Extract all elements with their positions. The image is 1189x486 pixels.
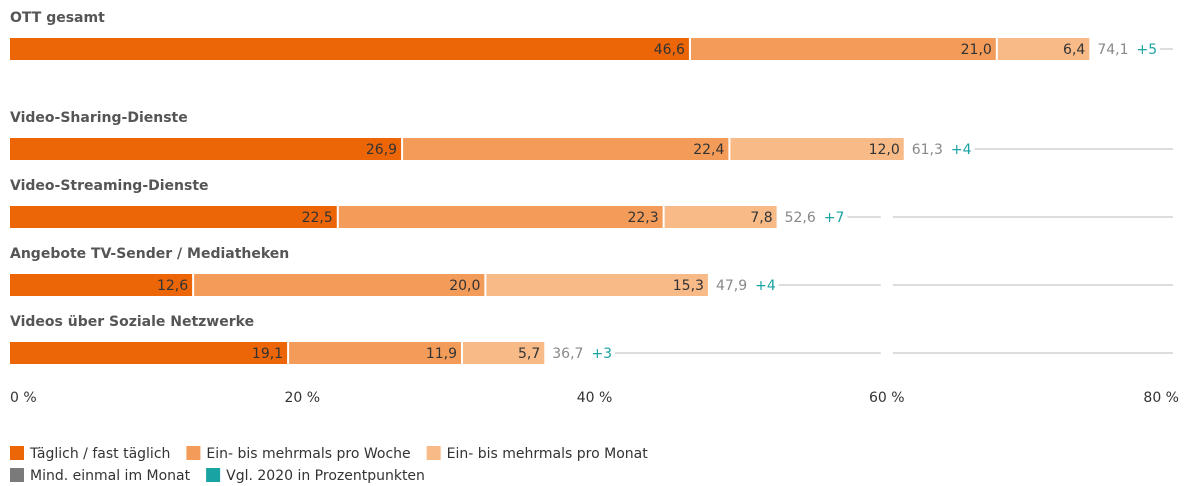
legend-swatch bbox=[206, 468, 221, 482]
bar-segment bbox=[462, 342, 545, 364]
value-label: 12,6 bbox=[157, 278, 188, 294]
bar-segment bbox=[289, 342, 461, 364]
total-label: 61,3 bbox=[912, 142, 943, 158]
value-label: 12,0 bbox=[869, 142, 900, 158]
value-label: 5,7 bbox=[518, 346, 540, 362]
bar-segment bbox=[10, 138, 402, 160]
category-label: Video-Sharing-Dienste bbox=[10, 110, 188, 126]
value-label: 21,0 bbox=[961, 42, 992, 58]
bar-segment bbox=[194, 274, 485, 296]
total-label: 47,9 bbox=[716, 278, 747, 294]
change-label: +4 bbox=[755, 278, 776, 294]
category-label: Angebote TV-Sender / Mediatheken bbox=[10, 246, 289, 262]
bar-segment bbox=[664, 206, 777, 228]
legend-label: Ein- bis mehrmals pro Woche bbox=[206, 446, 410, 462]
legend-swatch bbox=[186, 446, 201, 460]
bar-segment bbox=[486, 274, 708, 296]
change-label: +4 bbox=[951, 142, 972, 158]
total-label: 36,7 bbox=[552, 346, 583, 362]
legend-label: Täglich / fast täglich bbox=[29, 446, 170, 462]
change-label: +7 bbox=[824, 210, 845, 226]
value-label: 22,4 bbox=[693, 142, 724, 158]
bar-segment bbox=[403, 138, 729, 160]
bar-segment bbox=[10, 38, 689, 60]
value-label: 7,8 bbox=[750, 210, 772, 226]
bar-segment bbox=[10, 274, 193, 296]
legend-label: Mind. einmal im Monat bbox=[30, 468, 191, 484]
bar-segment bbox=[730, 138, 904, 160]
value-label: 26,9 bbox=[366, 142, 397, 158]
category-label: OTT gesamt bbox=[10, 10, 105, 26]
category-label: Videos über Soziale Netzwerke bbox=[10, 314, 254, 330]
x-tick-label: 40 % bbox=[577, 390, 613, 406]
bar-segment bbox=[10, 206, 337, 228]
bar-segment bbox=[997, 38, 1090, 60]
legend-swatch bbox=[10, 468, 24, 482]
x-tick-label: 80 % bbox=[1143, 390, 1179, 406]
value-label: 20,0 bbox=[449, 278, 480, 294]
legend-label: Ein- bis mehrmals pro Monat bbox=[447, 446, 649, 462]
bar-segment bbox=[338, 206, 663, 228]
x-tick-label: 20 % bbox=[284, 390, 320, 406]
value-label: 6,4 bbox=[1063, 42, 1085, 58]
x-tick-label: 0 % bbox=[10, 390, 37, 406]
change-label: +3 bbox=[591, 346, 612, 362]
bar-segment bbox=[690, 38, 996, 60]
x-tick-label: 60 % bbox=[869, 390, 905, 406]
legend-swatch bbox=[10, 446, 24, 460]
value-label: 19,1 bbox=[252, 346, 283, 362]
value-label: 22,5 bbox=[302, 210, 333, 226]
value-label: 15,3 bbox=[673, 278, 704, 294]
value-label: 46,6 bbox=[654, 42, 685, 58]
value-label: 22,3 bbox=[627, 210, 658, 226]
bar-segment bbox=[10, 342, 288, 364]
total-label: 74,1 bbox=[1097, 42, 1128, 58]
total-label: 52,6 bbox=[785, 210, 816, 226]
legend-swatch bbox=[426, 446, 441, 460]
value-label: 11,9 bbox=[426, 346, 457, 362]
change-label: +5 bbox=[1136, 42, 1157, 58]
category-label: Video-Streaming-Dienste bbox=[10, 178, 209, 194]
legend-label: Vgl. 2020 in Prozentpunkten bbox=[226, 468, 425, 484]
